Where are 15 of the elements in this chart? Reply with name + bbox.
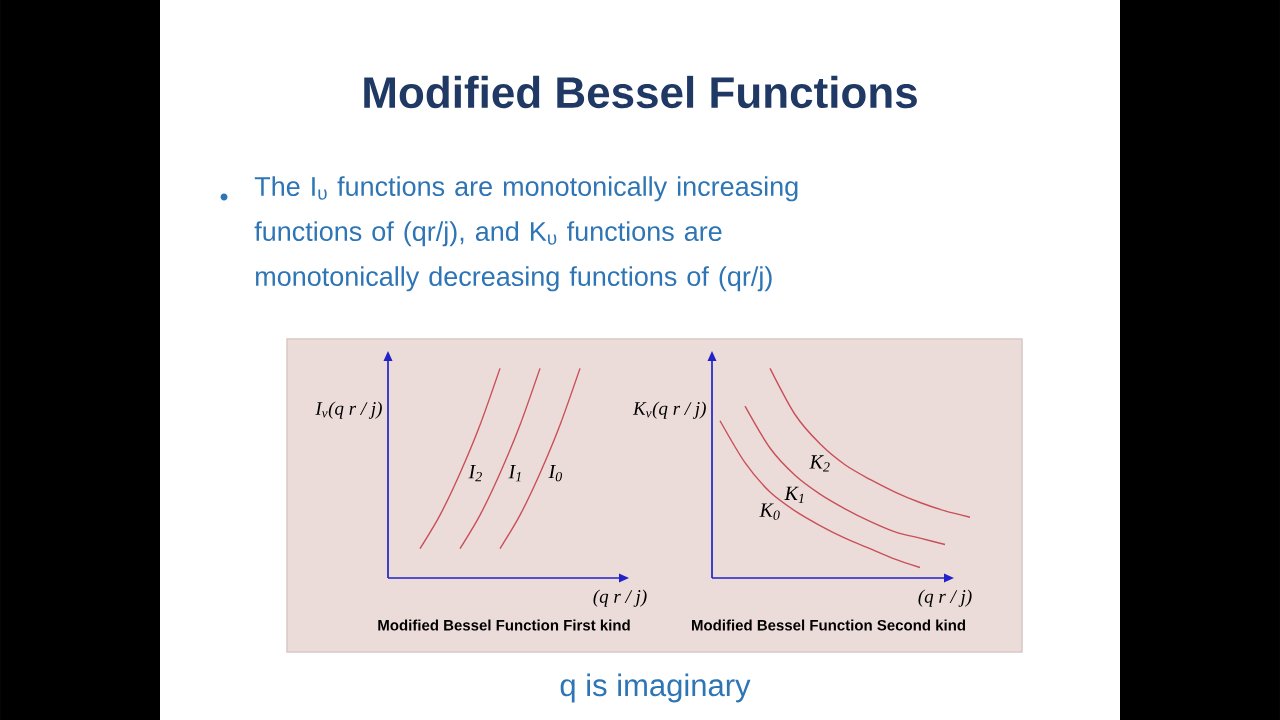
y-axis-title: K$_{v}$(q r / j) — [632, 401, 706, 419]
y-axis-title: I$_{v}$(q r / j) — [315, 401, 382, 419]
series-label: I$_{2}$ — [468, 465, 482, 482]
text: Modified Bessel Function Second kind — [692, 619, 966, 631]
text: Modified Bessel Functions — [364, 75, 917, 109]
x-axis-title: (q r / j) — [918, 589, 972, 607]
series-label: K$_{0}$ — [759, 503, 780, 520]
series-label: K$_{2}$ — [809, 455, 830, 472]
text: q is imaginary — [560, 673, 751, 703]
series-label: I$_{0}$ — [548, 465, 563, 482]
x-axis-title: (q r / j) — [593, 589, 647, 607]
text: The I$_{υ}$ functions are monotonically increasing functions of (qr/j), and K$_{υ}$ functions are monotonically decreasing functions of (qr/j) — [254, 176, 798, 292]
text: Modified Bessel Function First kind — [378, 619, 630, 631]
series-label: K$_{1}$ — [784, 486, 804, 504]
series-label: I$_{1}$ — [508, 465, 521, 482]
